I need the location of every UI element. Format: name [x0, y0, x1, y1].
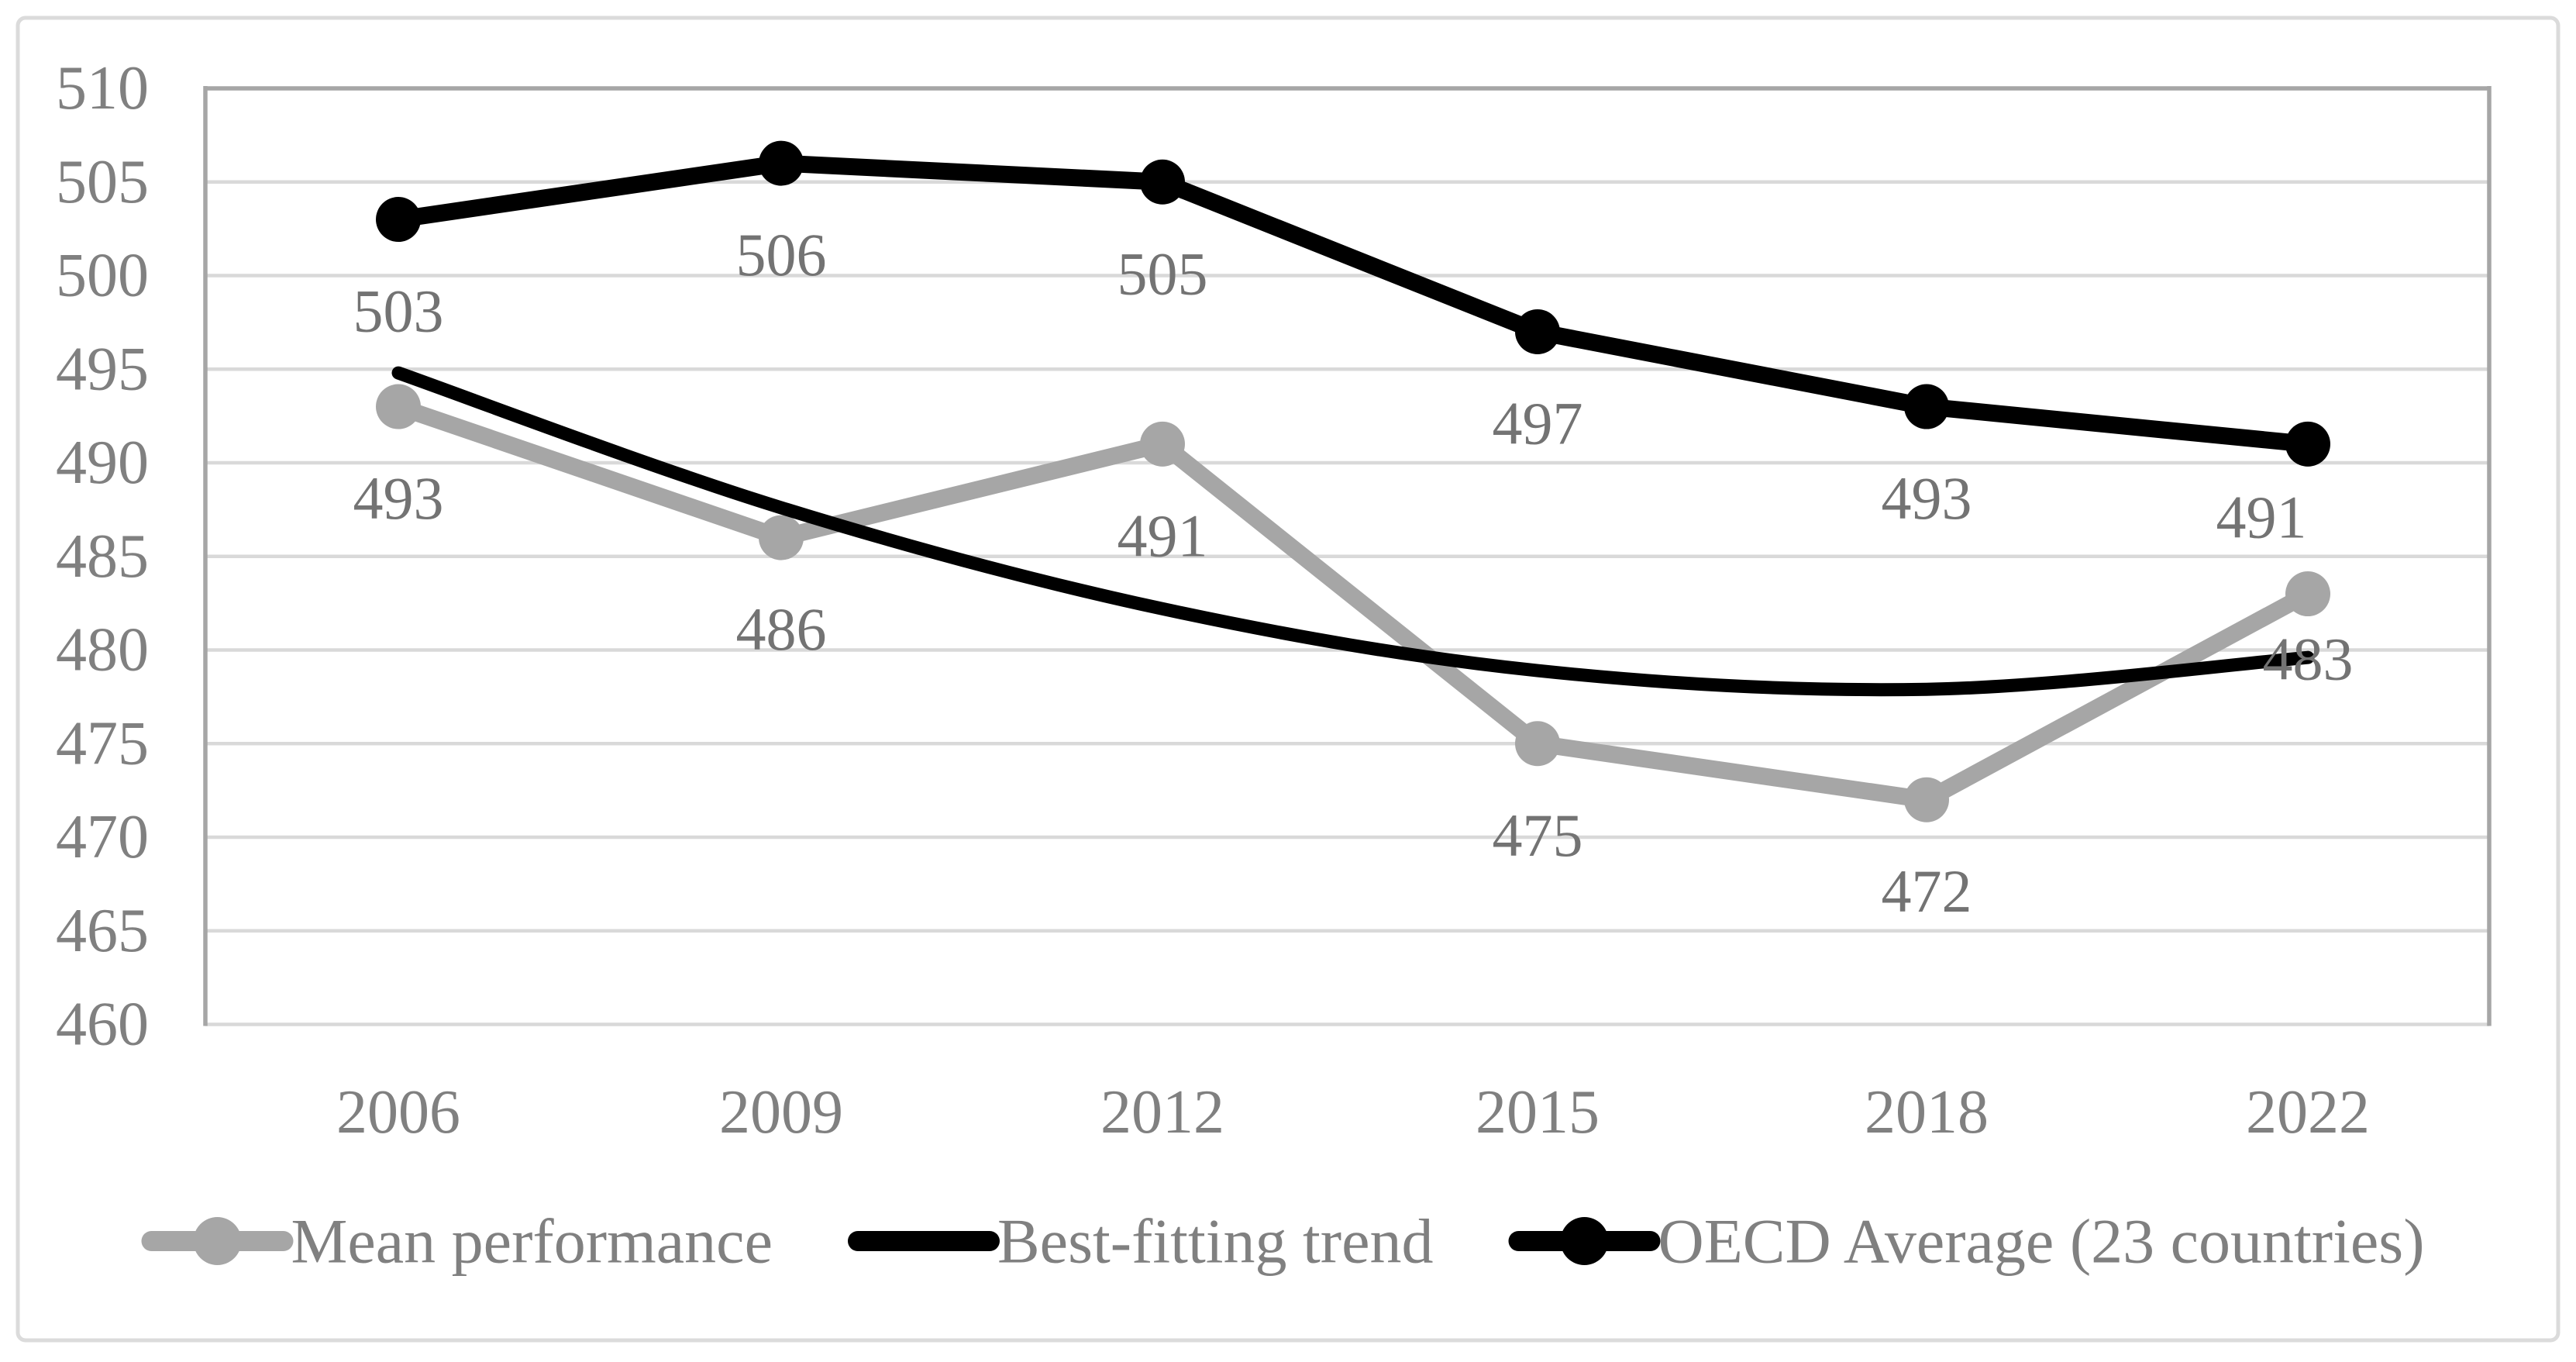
y-tick-500: 500	[56, 242, 149, 310]
legend-key-marker-oecd-average-23-countries	[1560, 1217, 1609, 1265]
data-label-mean-performance-2015: 475	[1493, 802, 1583, 869]
series-line-mean-performance	[390, 398, 2316, 809]
data-label-mean-performance-2018: 472	[1882, 857, 1972, 925]
y-tick-470: 470	[56, 803, 149, 871]
legend: Mean performance Best-fitting trend OECD A…	[141, 1206, 2425, 1277]
x-tick-2015: 2015	[1476, 1078, 1600, 1146]
marker-mean-performance-2018	[1904, 777, 1949, 822]
y-tick-490: 490	[56, 429, 149, 497]
x-tick-2022: 2022	[2246, 1078, 2370, 1146]
data-label-mean-performance-2009: 486	[736, 595, 827, 663]
x-tick-2009: 2009	[719, 1078, 843, 1146]
y-tick-465: 465	[56, 897, 149, 965]
data-label-oecd-average-23-countries-2015: 497	[1493, 389, 1583, 457]
marker-oecd-average-23-countries-2006	[376, 197, 421, 243]
y-tick-475: 475	[56, 709, 149, 778]
y-tick-505: 505	[56, 148, 149, 216]
data-label-oecd-average-23-countries-2012: 505	[1118, 240, 1208, 307]
legend-item-mean-performance: Mean performance	[141, 1206, 773, 1277]
y-tick-510: 510	[56, 54, 149, 122]
legend-label-best-fitting-trend: Best-fitting trend	[997, 1206, 1434, 1277]
marker-mean-performance-2022	[2285, 571, 2330, 617]
marker-oecd-average-23-countries-2009	[759, 140, 804, 186]
data-label-oecd-average-23-countries-2018: 493	[1882, 464, 1972, 532]
y-tick-485: 485	[56, 522, 149, 591]
marker-mean-performance-2015	[1515, 721, 1560, 767]
data-label-mean-performance-2022: 483	[2263, 626, 2354, 693]
marker-oecd-average-23-countries-2022	[2285, 421, 2330, 467]
x-tick-2012: 2012	[1100, 1078, 1224, 1146]
x-tick-2006: 2006	[336, 1078, 460, 1146]
series-line-oecd-average-23-countries	[390, 154, 2316, 453]
data-label-mean-performance-2012: 491	[1118, 502, 1208, 569]
y-tick-495: 495	[56, 335, 149, 403]
marker-mean-performance-2012	[1140, 421, 1185, 467]
legend-item-best-fitting-trend: Best-fitting trend	[847, 1206, 1434, 1277]
data-label-oecd-average-23-countries-2009: 506	[736, 221, 827, 288]
marker-oecd-average-23-countries-2012	[1140, 159, 1185, 205]
data-label-oecd-average-23-countries-2006: 503	[353, 278, 444, 345]
legend-item-oecd-average-23-countries: OECD Average (23 countries)	[1508, 1206, 2425, 1277]
data-label-mean-performance-2006: 493	[353, 464, 444, 532]
marker-mean-performance-2006	[376, 384, 421, 429]
marker-oecd-average-23-countries-2015	[1515, 309, 1560, 354]
legend-key-marker-mean-performance	[193, 1217, 242, 1265]
series-line-best-fitting-trend	[391, 366, 2315, 697]
marker-oecd-average-23-countries-2018	[1904, 384, 1949, 429]
figure-frame	[15, 16, 2561, 1343]
y-tick-480: 480	[56, 616, 149, 684]
data-label-oecd-average-23-countries-2022: 491	[2216, 483, 2307, 550]
legend-label-mean-performance: Mean performance	[291, 1206, 773, 1277]
x-tick-2018: 2018	[1865, 1078, 1989, 1146]
marker-mean-performance-2009	[759, 515, 804, 560]
y-tick-460: 460	[56, 991, 149, 1059]
legend-label-oecd-average-23-countries: OECD Average (23 countries)	[1658, 1206, 2425, 1277]
